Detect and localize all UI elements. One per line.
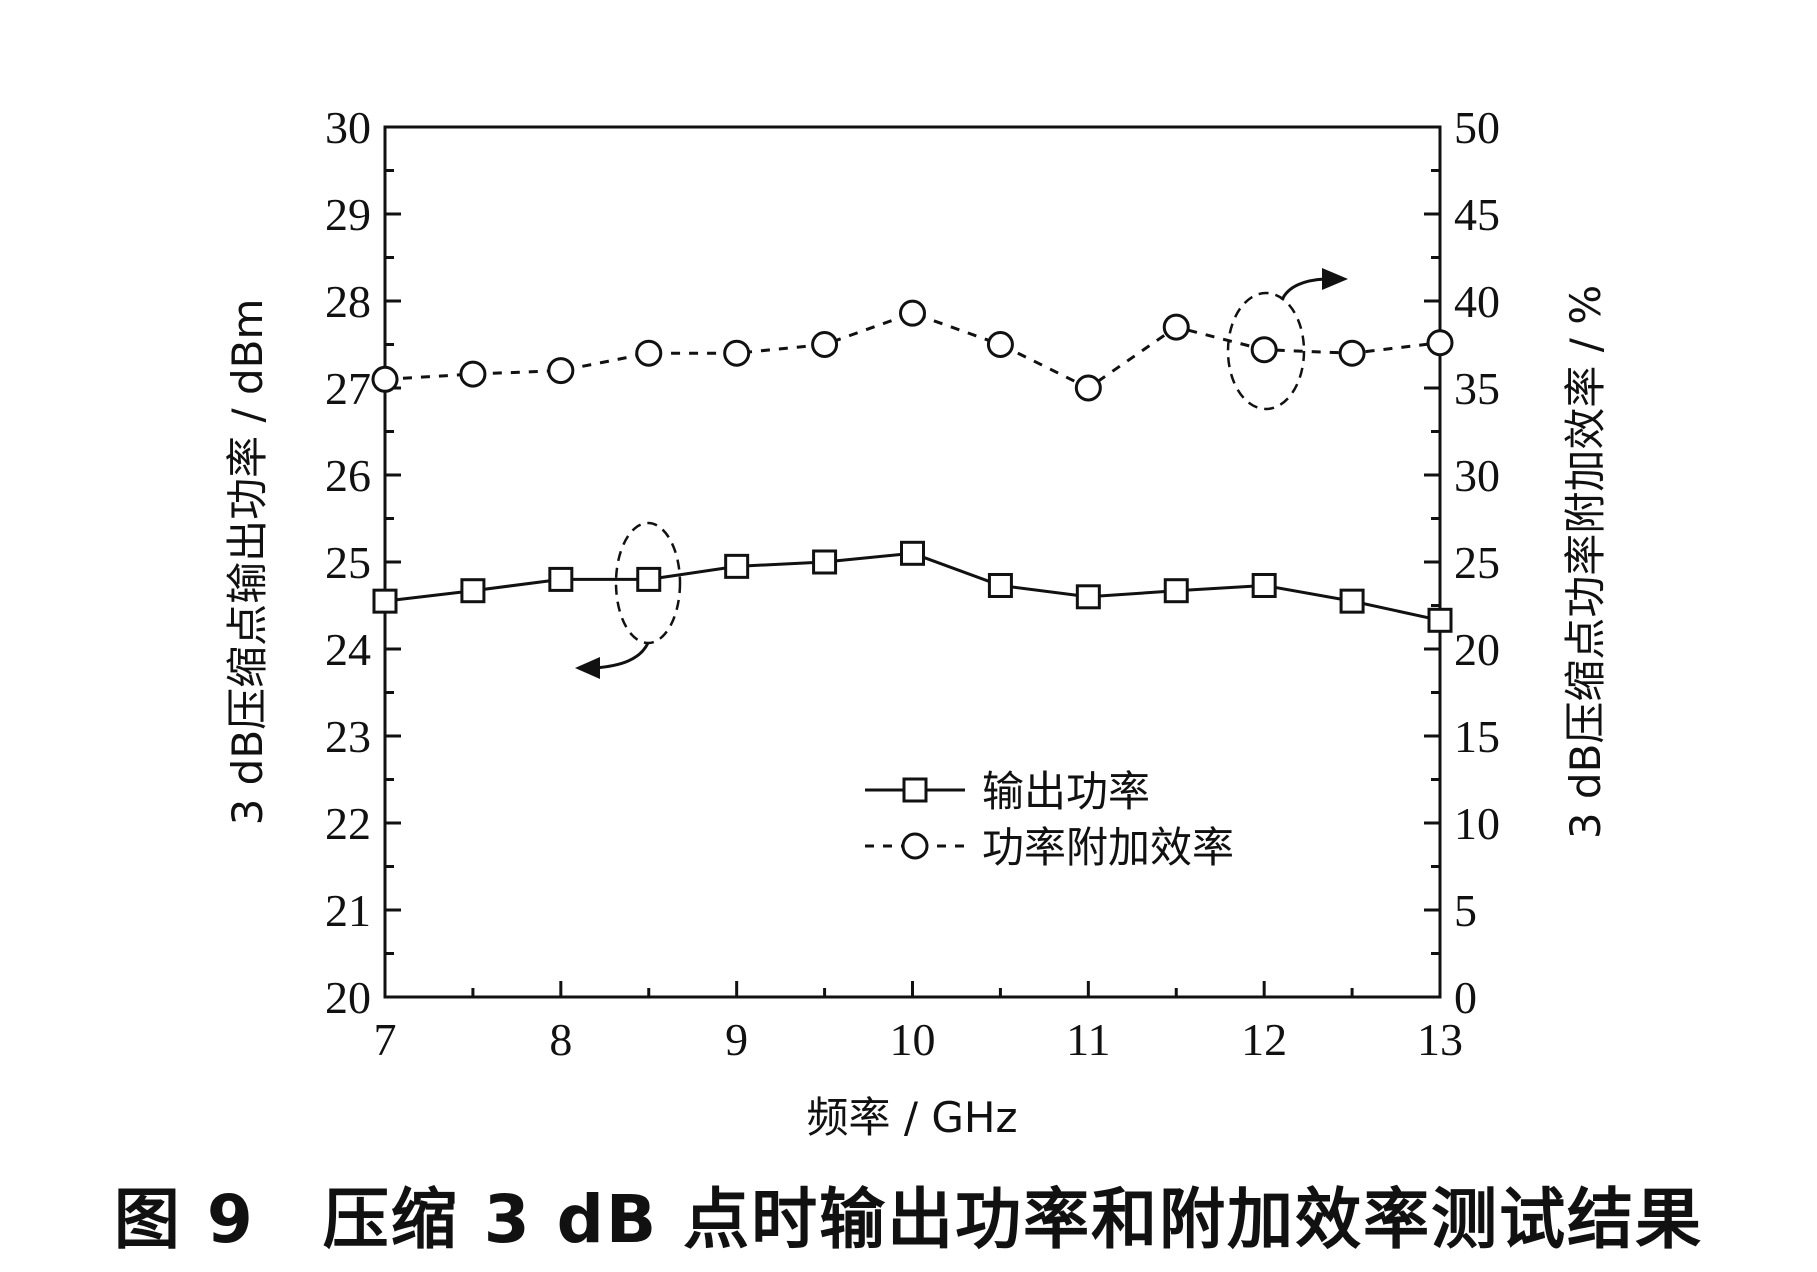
data-point-square (1163, 578, 1189, 604)
annotation-right-axis (1226, 268, 1348, 411)
legend-label-power: 输出功率 (982, 767, 1150, 816)
y2-tick-label: 25 (1454, 537, 1500, 588)
data-point-square (812, 549, 838, 575)
data-point-square (724, 553, 750, 579)
y-tick-label: 27 (325, 363, 371, 414)
y-tick-label: 29 (325, 189, 371, 240)
data-point-circle (811, 331, 839, 358)
data-point-square (900, 540, 925, 566)
x-tick-label: 7 (374, 1014, 397, 1065)
legend-marker-circle (901, 832, 929, 860)
x-tick-label: 11 (1066, 1014, 1110, 1065)
y-tick-label: 30 (325, 102, 371, 153)
data-point-circle (1338, 339, 1366, 367)
data-point-circle (371, 365, 399, 393)
data-point-circle (899, 299, 926, 327)
data-point-circle (986, 331, 1014, 358)
tick-labels: 7 8 9 10 11 12 13 20 21 22 23 24 25 26 27 28 29 30 0 5 10 15 2… (325, 102, 1500, 1065)
x-tick-label: 8 (549, 1014, 572, 1065)
data-point-circle (1074, 374, 1102, 402)
data-point-circle (635, 339, 663, 367)
data-point-circle (547, 357, 575, 385)
arrow-right-head (1322, 268, 1348, 290)
data-point-circle (723, 339, 751, 367)
data-point-circle (1250, 336, 1278, 364)
data-point-square (1339, 588, 1365, 614)
y-tick-label: 26 (325, 450, 371, 501)
annotation-ellipse-pae (1226, 291, 1306, 411)
y2-tick-label: 30 (1454, 450, 1500, 501)
y2-tick-label: 45 (1454, 189, 1500, 240)
y2-axis-title: 3 dB压缩点功率附加效率 / % (1561, 285, 1610, 839)
y2-tick-label: 0 (1454, 972, 1477, 1023)
axis-ticks (383, 125, 1442, 999)
y-axis-title: 3 dB压缩点输出功率 / dBm (223, 299, 272, 826)
y-tick-label: 24 (325, 624, 371, 675)
x-tick-label: 12 (1241, 1014, 1287, 1065)
chart: 7 8 9 10 11 12 13 20 21 22 23 24 25 26 27 28 29 30 0 5 10 15 2… (223, 102, 1610, 1142)
data-point-square (1251, 572, 1277, 598)
data-point-square (1075, 584, 1101, 610)
y-tick-label: 20 (325, 972, 371, 1023)
x-tick-label: 13 (1417, 1014, 1463, 1065)
y-tick-label: 23 (325, 711, 371, 762)
y-tick-label: 21 (325, 885, 371, 936)
y2-tick-label: 40 (1454, 276, 1500, 327)
data-point-circle (459, 360, 487, 388)
x-tick-label: 10 (890, 1014, 936, 1065)
data-point-square (1427, 607, 1453, 633)
y2-tick-label: 15 (1454, 711, 1500, 762)
series-markers (371, 299, 1454, 633)
y-tick-label: 28 (325, 276, 371, 327)
legend: 输出功率 功率附加效率 (865, 767, 1234, 872)
x-axis-title: 频率 / GHz (806, 1093, 1017, 1142)
arrow-left-icon (594, 642, 650, 670)
legend-label-pae: 功率附加效率 (982, 823, 1234, 872)
arrow-right-icon (1280, 277, 1326, 301)
annotation-left-axis (575, 521, 682, 679)
y2-tick-label: 50 (1454, 102, 1500, 153)
series-lines (384, 311, 1441, 622)
data-point-circle (1162, 313, 1190, 341)
y-tick-label: 25 (325, 537, 371, 588)
data-point-square (372, 588, 398, 614)
y2-tick-label: 10 (1454, 798, 1500, 849)
y2-tick-label: 5 (1454, 885, 1477, 936)
data-point-square (548, 566, 574, 592)
data-point-square (636, 566, 662, 592)
legend-marker-square (902, 777, 928, 803)
data-point-square (987, 572, 1013, 598)
data-point-circle (1426, 329, 1454, 357)
y2-tick-label: 20 (1454, 624, 1500, 675)
x-tick-label: 9 (725, 1014, 748, 1065)
y-tick-label: 22 (325, 798, 371, 849)
arrow-left-head (575, 657, 600, 679)
data-point-square (460, 578, 486, 604)
y2-tick-label: 35 (1454, 363, 1500, 414)
figure-caption: 图 9 压缩 3 dB 点时输出功率和附加效率测试结果 (113, 1181, 1704, 1258)
